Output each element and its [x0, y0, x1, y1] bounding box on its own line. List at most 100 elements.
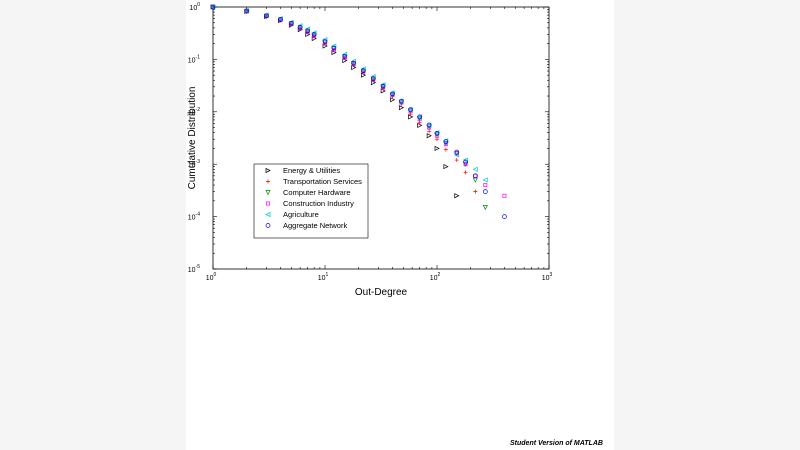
legend-marker [266, 201, 270, 206]
data-point [370, 74, 376, 80]
data-point [264, 13, 269, 19]
data-point [361, 68, 366, 73]
x-tick-label: 101 [318, 272, 329, 282]
data-point [502, 193, 507, 198]
data-points [210, 4, 507, 219]
legend-entry: Computer Hardware [283, 188, 351, 197]
data-point [311, 30, 317, 36]
data-point [244, 8, 250, 14]
loglog-plot: 100 101 102 103 100 10-1 10-2 10-3 10-4 10-5 Out-… [187, 2, 553, 298]
legend-marker [266, 179, 270, 184]
y-tick-label: 10-1 [188, 54, 200, 64]
data-point [360, 66, 366, 72]
data-point [390, 97, 396, 103]
data-point [482, 177, 488, 183]
data-point [463, 159, 468, 165]
figure-background: 100 101 102 103 100 10-1 10-2 10-3 10-4 10-5 Out-… [186, 0, 614, 450]
data-point [482, 205, 488, 211]
data-point [390, 91, 395, 97]
data-point [389, 92, 395, 98]
data-point [473, 189, 478, 194]
data-point [427, 129, 432, 134]
data-point [434, 145, 440, 151]
data-point [463, 170, 468, 175]
data-point [331, 45, 337, 51]
data-point [472, 166, 478, 172]
y-axis-label: Cumulative Distribution [187, 87, 198, 190]
data-point [380, 84, 386, 90]
tick-labels: 100 101 102 103 100 10-1 10-2 10-3 10-4 10-5 [188, 2, 553, 282]
data-point [278, 17, 283, 22]
y-tick-label: 10-5 [188, 264, 200, 274]
data-point [473, 173, 478, 179]
x-tick-label: 102 [430, 272, 441, 282]
y-tick-label: 100 [189, 2, 200, 12]
data-point [210, 4, 216, 10]
data-point [322, 36, 328, 43]
legend-marker [265, 167, 271, 174]
data-point [502, 214, 507, 219]
data-point [443, 142, 448, 147]
legend-entry: Agriculture [283, 210, 319, 219]
data-point [443, 164, 449, 170]
legend-entry: Construction Industry [283, 199, 354, 208]
legend-entry: Aggregate Network [283, 221, 347, 230]
data-point [417, 120, 422, 125]
data-point [331, 48, 336, 53]
data-point [473, 173, 478, 178]
data-point [463, 162, 468, 167]
x-axis-label: Out-Degree [355, 287, 408, 298]
data-point [398, 105, 405, 111]
data-point [483, 183, 488, 188]
data-point [463, 161, 469, 167]
data-point [297, 25, 303, 31]
legend: Energy & Utilities Transportation Service… [253, 163, 369, 239]
data-point [482, 189, 488, 194]
data-point [454, 158, 459, 163]
data-point [370, 76, 376, 82]
data-point [408, 107, 413, 112]
legend-marker [265, 190, 271, 196]
data-point [351, 60, 356, 66]
data-point [426, 133, 432, 139]
data-point [323, 41, 327, 46]
data-point [380, 82, 386, 88]
data-point [311, 32, 317, 38]
data-point [305, 29, 311, 35]
data-point [342, 53, 348, 59]
data-point [322, 39, 328, 44]
watermark-text: Student Version of MATLAB [510, 440, 603, 447]
x-tick-label: 103 [542, 272, 553, 282]
data-point [398, 98, 404, 104]
data-point [311, 32, 317, 37]
data-point [443, 147, 448, 152]
tick-marks [212, 6, 550, 270]
data-point [454, 193, 460, 199]
legend-entry: Energy & Utilities [283, 166, 340, 175]
y-tick-label: 10-3 [188, 159, 200, 169]
legend-box [253, 163, 369, 239]
data-point [417, 114, 423, 120]
data-point [350, 58, 356, 64]
data-point [462, 157, 468, 163]
data-point [434, 130, 440, 136]
y-tick-label: 10-2 [188, 107, 200, 117]
x-tick-label: 100 [206, 272, 217, 282]
data-point [331, 43, 337, 49]
data-point [454, 149, 460, 155]
data-point [297, 24, 303, 30]
data-point [288, 20, 294, 26]
legend-marker [265, 211, 271, 218]
y-tick-label: 10-4 [188, 212, 200, 222]
data-point [360, 69, 366, 75]
data-point [341, 51, 348, 57]
legend-marker [265, 223, 271, 228]
series-group [210, 4, 507, 219]
data-point [435, 137, 439, 142]
legend-entry: Transportation Services [283, 177, 362, 186]
data-point [443, 139, 449, 144]
data-point [426, 122, 432, 128]
data-point [304, 26, 311, 32]
data-point [297, 23, 303, 29]
data-point [305, 28, 311, 34]
